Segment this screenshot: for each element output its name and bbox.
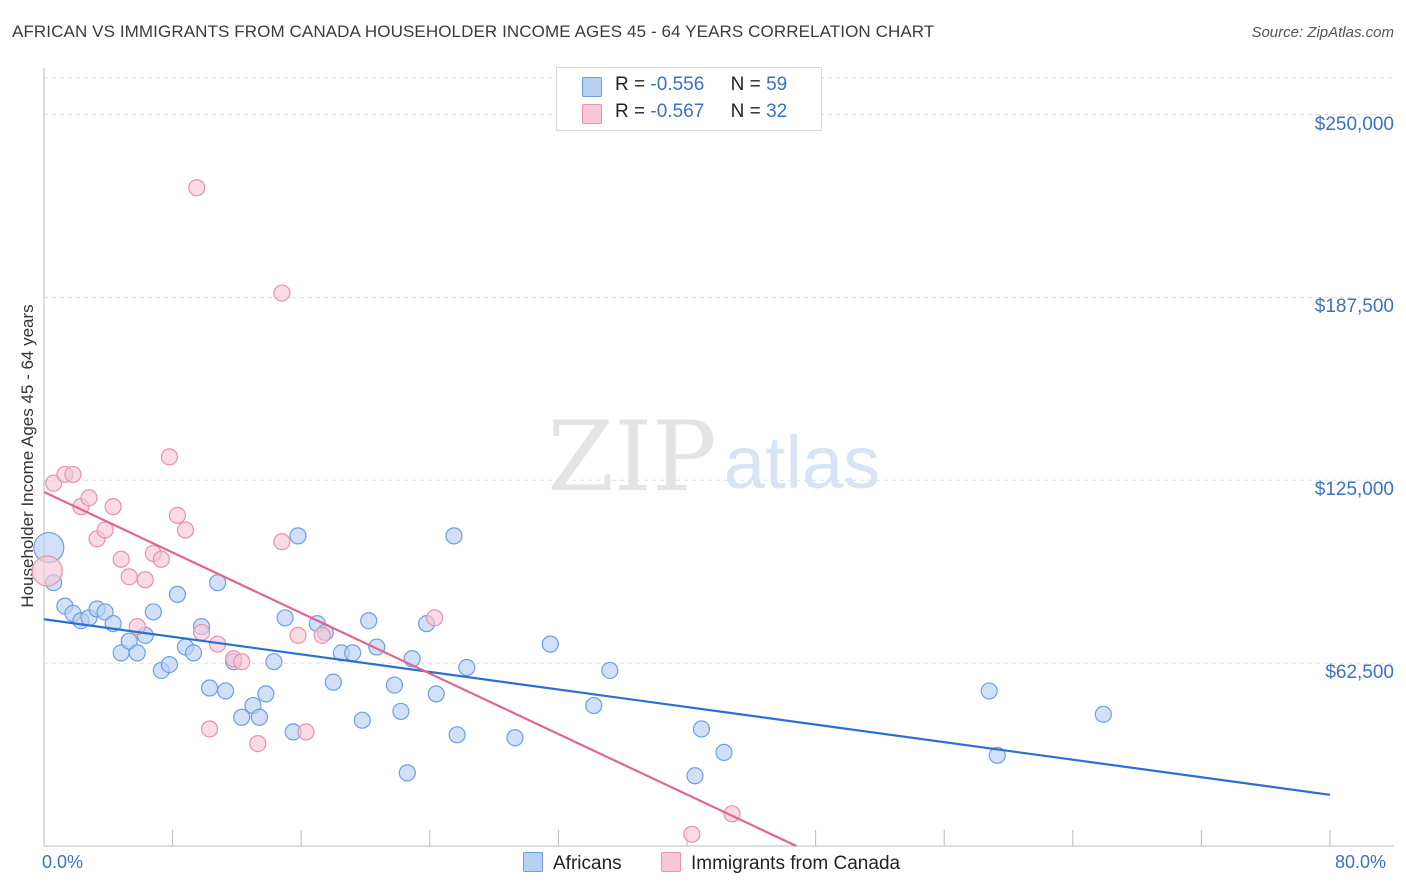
- africans-point-40: [385, 676, 404, 694]
- axes: [43, 68, 1394, 847]
- legend-r-label: R =: [615, 101, 646, 122]
- africans-point-28: [265, 653, 283, 671]
- bottom-legend-swatch-canada: [661, 852, 681, 872]
- canada-point-16: [168, 506, 187, 524]
- bottom-legend-swatch-africans: [523, 852, 543, 872]
- canada-point-29: [313, 626, 331, 644]
- africans-point-42: [398, 764, 416, 782]
- canada-point-18: [188, 179, 206, 197]
- africans-point-7: [96, 603, 114, 621]
- africans-point-45: [427, 685, 445, 703]
- grid-lines: [44, 77, 1394, 664]
- legend-n-value-africans: 59: [766, 74, 788, 95]
- legend-n-label: N =: [730, 74, 761, 95]
- canada-point-14: [152, 550, 170, 568]
- trend-lines: [43, 490, 1331, 847]
- legend-r-value-canada: -0.567: [650, 101, 705, 122]
- canada-point-19: [192, 623, 211, 642]
- africans-point-58: [1094, 705, 1112, 723]
- chart-title: AFRICAN VS IMMIGRANTS FROM CANADA HOUSEH…: [12, 22, 935, 41]
- canada-point-5: [80, 489, 98, 507]
- watermark-atlas: atlas: [724, 421, 880, 504]
- canada-point-15: [160, 448, 178, 466]
- canada-point-25: [273, 533, 291, 551]
- canada-point-28: [297, 723, 315, 741]
- canada-point-7: [96, 521, 114, 539]
- africans-point-20: [200, 679, 219, 697]
- africans-point-50: [541, 635, 559, 653]
- y-tick-label: $125,000: [1314, 479, 1394, 501]
- africans-point-57: [988, 746, 1006, 764]
- legend-n-value-canada: 32: [766, 101, 788, 122]
- africans-point-55: [715, 743, 733, 761]
- legend-r-value-africans: -0.556: [650, 74, 705, 95]
- series-canada-points: [31, 179, 741, 843]
- africans-point-52: [601, 661, 619, 680]
- canada-point-3: [64, 465, 82, 484]
- africans-point-18: [184, 644, 203, 662]
- chart-source: Source: ZipAtlas.com: [1251, 24, 1394, 41]
- legend-swatch-africans: [582, 77, 602, 97]
- africans-point-47: [448, 726, 466, 744]
- africans-point-29: [276, 609, 294, 627]
- africans-point-46: [445, 527, 463, 545]
- canada-point-10: [120, 568, 138, 586]
- x-tick-max: 80.0%: [1335, 852, 1387, 872]
- africans-point-38: [360, 612, 378, 630]
- bottom-legend-label-canada: Immigrants from Canada: [691, 853, 901, 874]
- canada-point-26: [273, 284, 291, 302]
- canada-point-20: [200, 720, 219, 738]
- bottom-legend-africans: Africans: [523, 852, 622, 875]
- africans-point-10: [120, 632, 138, 650]
- x-tick-min: 0.0%: [42, 852, 84, 872]
- africans-point-41: [392, 702, 410, 721]
- legend-swatch-canada: [582, 104, 602, 124]
- series-africans-points: [33, 527, 1112, 785]
- africans-trend-line: [43, 618, 1331, 796]
- legend-r-label: R =: [615, 74, 646, 95]
- africans-point-16: [168, 585, 187, 603]
- canada-point-23: [233, 653, 251, 671]
- africans-point-15: [160, 656, 178, 674]
- canada-point-8: [104, 498, 122, 516]
- africans-point-54: [692, 720, 711, 738]
- africans-point-31: [289, 527, 307, 545]
- africans-point-24: [233, 708, 251, 726]
- africans-point-51: [585, 696, 603, 715]
- watermark-zip: ZIP: [547, 401, 716, 513]
- canada-point-30: [426, 609, 444, 627]
- africans-point-56: [980, 682, 998, 700]
- canada-point-0: [31, 555, 63, 587]
- legend-n-label: N =: [730, 101, 761, 122]
- stats-legend: R = -0.556 N = 59 R = -0.567 N = 32: [556, 67, 822, 131]
- canada-point-31: [683, 825, 701, 843]
- canada-point-1: [45, 474, 63, 492]
- africans-point-49: [506, 729, 524, 747]
- bottom-legend-canada: Immigrants from Canada: [661, 852, 900, 875]
- y-tick-label: $250,000: [1314, 113, 1394, 135]
- y-tick-label: $187,500: [1314, 296, 1394, 318]
- africans-point-37: [353, 711, 371, 729]
- canada-point-9: [112, 550, 130, 568]
- bottom-legend-label-africans: Africans: [553, 853, 622, 874]
- africans-point-26: [250, 708, 269, 726]
- canada-point-24: [249, 734, 267, 753]
- africans-point-53: [686, 767, 704, 785]
- africans-point-34: [324, 673, 342, 691]
- africans-point-22: [217, 682, 235, 700]
- africans-point-27: [257, 685, 275, 703]
- canada-trend-line: [43, 490, 797, 847]
- y-tick-label: $62,500: [1325, 662, 1394, 684]
- canada-point-17: [176, 521, 195, 539]
- africans-point-13: [144, 603, 162, 621]
- africans-point-11: [128, 644, 146, 662]
- canada-point-27: [289, 626, 307, 644]
- watermark: ZIP atlas: [547, 401, 880, 513]
- africans-point-48: [458, 658, 476, 677]
- africans-point-36: [344, 644, 362, 662]
- canada-point-12: [136, 571, 154, 589]
